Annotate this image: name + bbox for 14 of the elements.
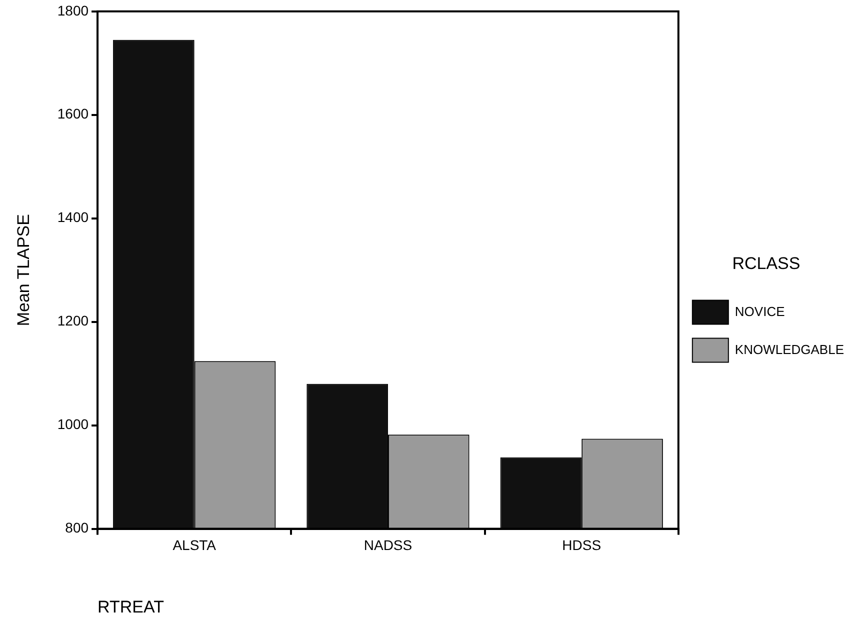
y-tick-label: 1400 [57,209,89,226]
y-axis-title: Mean TLAPSE [14,214,33,326]
x-tick-label: NADSS [364,537,412,554]
y-tick-label: 800 [65,520,89,536]
y-tick-label: 1600 [57,106,89,122]
x-tick-label: HDSS [562,537,602,554]
y-tick-label: 1200 [57,312,89,329]
legend-label: KNOWLEDGABLE [734,342,844,357]
x-axis-title: RTREAT [98,597,164,616]
x-tick-label: ALSTA [172,537,217,554]
legend-label: NOVICE [734,304,786,319]
legend-title: RCLASS [732,254,800,273]
y-tick-label: 1000 [57,416,89,432]
y-tick-label: 1800 [57,2,89,18]
